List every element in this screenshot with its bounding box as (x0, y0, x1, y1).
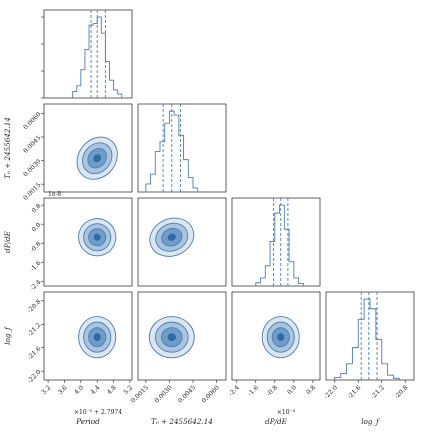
panel-frame-1-2 (137, 197, 227, 287)
panel-frame-0-0 (43, 9, 133, 99)
x-tick-label-2-0: -2.4 (228, 384, 241, 397)
x-tick-label-0-0: 3.2 (40, 384, 52, 396)
x-tick-label-1-2: 0.0045 (177, 384, 197, 404)
x-axis-label-1: T₀ + 2455642.14 (151, 417, 213, 426)
histogram-2 (255, 204, 304, 286)
x-tick-label-3-1: -21.6 (346, 384, 362, 400)
x-tick-label-0-1: 3.6 (57, 384, 69, 396)
y-tick-label-3-0: -22.0 (26, 369, 42, 385)
y-tick-label-1-3: 0.0060 (22, 111, 42, 131)
y-tick-label-3-1: -21.6 (26, 345, 42, 361)
y-axis-label-2: dP/dE (3, 230, 12, 252)
panel-frame-0-3 (43, 291, 133, 381)
panel-frame-1-1 (137, 103, 227, 193)
panel-0-3: 3.2 3.6 4.0 4.4 4.8 5.2 -22.0 -21.6 -21.2 -20.8 (26, 291, 134, 396)
contour-3-1-3 (167, 333, 176, 342)
panel-0-0 (41, 9, 133, 99)
panel-frame-1-3 (137, 291, 227, 381)
y-tick-label-3-3: -20.8 (26, 298, 42, 314)
x-tick-label-3-3: -20.8 (393, 384, 409, 400)
panel-frame-3-3 (325, 291, 415, 381)
panel-0-2: -2.4 -1.6 -0.8 0.0 0.8 (29, 197, 133, 292)
panel-1-2 (137, 197, 227, 287)
panel-1-1 (137, 103, 227, 193)
x-offset-label-2: ×10⁻⁸ (277, 409, 296, 416)
x-tick-label-2-1: -1.6 (247, 384, 260, 397)
x-tick-label-1-3: 0.0060 (201, 384, 221, 404)
panel-3-3: -22.0 -21.6 -21.2 -20.8 (323, 291, 415, 400)
y-tick-label-1-1: 0.0030 (22, 158, 42, 178)
panel-frame-2-3 (231, 291, 321, 381)
x-tick-label-0-3: 4.4 (90, 384, 102, 396)
x-tick-label-0-5: 5.2 (122, 384, 134, 396)
x-axis-label-2: dP/dE (265, 417, 287, 426)
y-tick-label-1-2: 0.0045 (22, 134, 42, 154)
histogram-3 (334, 298, 400, 380)
x-tick-label-3-2: -21.2 (370, 384, 386, 400)
y-axis-label-1: T₀ + 2455642.14 (3, 117, 12, 179)
x-tick-label-2-3: 0.0 (286, 384, 298, 396)
y-axis-label-3: log_f (3, 326, 12, 345)
x-tick-label-0-2: 4.0 (73, 384, 85, 396)
contour-3-2-3 (277, 333, 285, 342)
panel-frame-0-1 (43, 103, 133, 193)
y-tick-label-2-0: -2.4 (29, 279, 42, 292)
x-tick-label-1-1: 0.0030 (153, 384, 173, 404)
contour-3-0-1 (93, 154, 101, 163)
y-tick-label-2-2: -0.8 (29, 241, 42, 254)
x-tick-label-0-4: 4.8 (106, 384, 118, 396)
contour-3-0-2 (93, 233, 101, 241)
panel-1-3: 0.0015 0.0030 0.0045 0.0060 (130, 291, 227, 405)
x-axis-label-0: Period (75, 417, 100, 426)
y-tick-label-2-3: 0.0 (31, 222, 43, 234)
y-tick-label-2-4: 0.8 (31, 203, 43, 215)
contour-3-0-3 (93, 333, 101, 342)
x-tick-label-3-0: -22.0 (323, 384, 339, 400)
x-tick-label-2-2: -0.8 (266, 384, 279, 397)
y-tick-label-2-1: -1.6 (29, 260, 42, 273)
panel-2-2 (231, 197, 321, 287)
x-offset-label-0: ×10⁻⁵ + 2.7974 (74, 409, 122, 416)
y-tick-label-1-0: 0.0015 (22, 182, 42, 202)
panel-0-1: 0.0015 0.0030 0.0045 0.0060 (22, 103, 133, 202)
x-tick-label-1-0: 0.0015 (130, 384, 150, 404)
panel-frame-2-2 (231, 197, 321, 287)
panel-2-3: -2.4 -1.6 -0.8 0.0 0.8 (228, 291, 321, 398)
y-offset-label-2: 1e-8 (48, 191, 61, 198)
y-tick-label-3-2: -21.2 (26, 322, 42, 338)
x-tick-label-2-4: 0.8 (305, 384, 317, 396)
x-axis-label-3: log_f (361, 417, 380, 426)
panel-frame-0-2 (43, 197, 133, 287)
contour-3-1-2 (167, 233, 176, 241)
